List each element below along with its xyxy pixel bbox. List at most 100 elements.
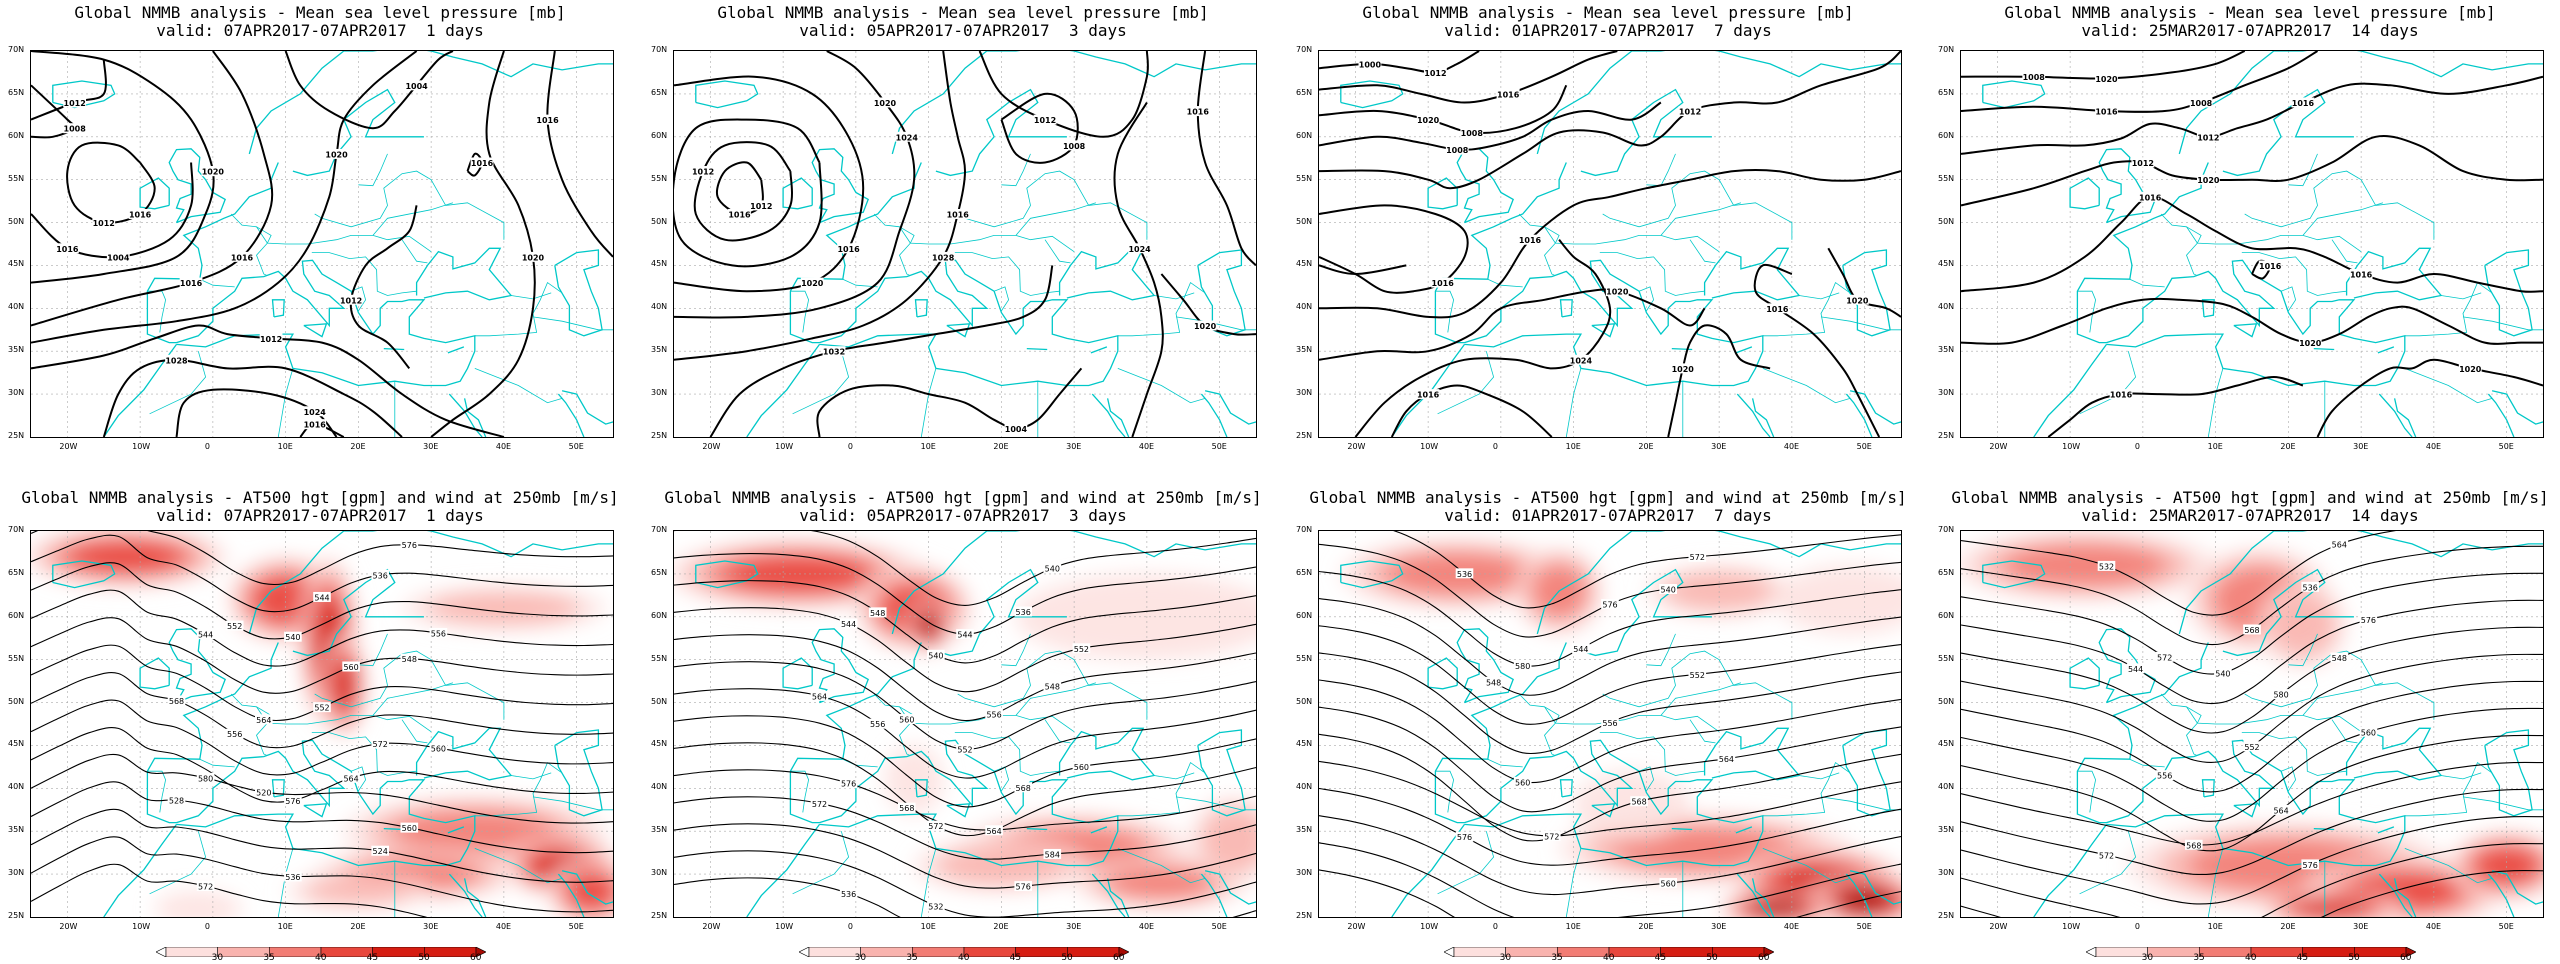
height-contour <box>674 607 1256 693</box>
contour-label: 1008 <box>1063 142 1086 151</box>
lon-tick-label: 30E <box>2353 922 2369 931</box>
contour-label: 576 <box>841 780 856 789</box>
contour-label: 1016 <box>2292 99 2315 108</box>
contour-label: 576 <box>2303 861 2318 870</box>
height-contour <box>674 769 1256 831</box>
panel-title: Global NMMB analysis - AT500 hgt [gpm] a… <box>1930 489 2560 525</box>
panel-title-line1: Global NMMB analysis - Mean sea level pr… <box>1362 3 1854 22</box>
contour-label: 576 <box>285 797 300 806</box>
colorbar-label: 50 <box>1061 953 1073 963</box>
map-panel: Global NMMB analysis - Mean sea level pr… <box>1288 0 1928 475</box>
panel-title-line1: Global NMMB analysis - AT500 hgt [gpm] a… <box>1951 488 2549 507</box>
contour-label: 568 <box>2244 626 2259 635</box>
lon-tick-label: 10W <box>2062 442 2081 451</box>
borders <box>1435 633 1901 917</box>
map-canvas: 1000100410081008101210161016102010241016… <box>1319 51 1901 437</box>
contour-label: 572 <box>1690 553 1705 562</box>
lat-tick-label: 50N <box>651 696 668 706</box>
lon-tick-label: 40E <box>2425 922 2442 931</box>
colorbar-label: 35 <box>263 953 275 963</box>
isobar <box>1113 101 1164 437</box>
height-contour <box>1961 815 2543 905</box>
lon-tick-label: 50E <box>2498 922 2514 931</box>
colorbar-label: 60 <box>2400 953 2412 963</box>
contour-labels: 536 540 544 548 552 556 560 564 520 528 524 536 572 5… <box>167 539 448 891</box>
height-contour <box>674 634 1256 722</box>
height-contour <box>674 661 1256 750</box>
lat-tick-label: 55N <box>1296 173 1313 183</box>
isobar <box>31 162 194 259</box>
lon-tick-label: 10E <box>277 442 293 451</box>
lat-tick-label: 35N <box>8 825 25 835</box>
height-contour <box>674 531 1256 606</box>
isobar <box>674 118 823 268</box>
height-contour <box>1319 679 1901 784</box>
height-contour <box>1319 570 1901 667</box>
colorbar-label: 30 <box>1499 953 1512 963</box>
colorbar-label: 60 <box>1758 953 1770 963</box>
lat-tick-label: 65N <box>1296 567 1313 577</box>
map-area: 1000100410081008101210161016102010241016… <box>1318 50 1902 438</box>
map-canvas: 536 540 544 548 552 556 560 564 568 572 576 560 572 5… <box>1319 531 1901 917</box>
lon-tick-label: 20W <box>1989 922 2008 931</box>
contour-label: 560 <box>343 663 358 672</box>
colorbar-label: 35 <box>1551 953 1563 963</box>
lon-tick-label: 20E <box>1638 442 1654 451</box>
colorbar-label: 60 <box>470 953 482 963</box>
map-panel: Global NMMB analysis - AT500 hgt [gpm] a… <box>1288 485 1928 964</box>
contour-label: 1020 <box>1606 288 1629 297</box>
lat-tick-label: 65N <box>1938 567 1955 577</box>
contour-label: 1016 <box>471 159 494 168</box>
contour-label: 536 <box>1457 570 1472 579</box>
isobar <box>31 51 274 327</box>
height-contour <box>1961 788 2543 876</box>
lat-tick-label: 65N <box>651 87 668 97</box>
lon-tick-label: 40E <box>1783 442 1800 451</box>
contour-label: 1016 <box>2350 271 2373 280</box>
lat-tick-label: 35N <box>1938 345 1955 355</box>
lat-tick-label: 50N <box>1938 216 1955 226</box>
contour-label: 544 <box>314 593 329 602</box>
isobar <box>430 51 536 437</box>
lon-tick-label: 30E <box>2353 442 2369 451</box>
contour-label: 1016 <box>2110 391 2133 400</box>
lat-tick-label: 45N <box>1938 739 1955 749</box>
contour-label: 536 <box>2303 583 2318 592</box>
colorbar-label: 50 <box>2348 953 2360 963</box>
contour-labels: 1016 1004 1008 1016 1020 1012 1028 1024 1016 1020… <box>55 80 559 430</box>
height-contour <box>1961 761 2543 846</box>
contour-label: 1016 <box>1497 90 1520 99</box>
contours <box>1961 51 2543 437</box>
lat-tick-label: 45N <box>1296 739 1313 749</box>
lon-tick-label: 30E <box>423 442 439 451</box>
jet-speed-area <box>2002 543 2167 587</box>
lon-tick-label: 30E <box>1711 442 1727 451</box>
lon-tick-label: 0 <box>1492 442 1498 451</box>
panel-title-line2: valid: 25MAR2017-07APR2017 14 days <box>2081 21 2419 40</box>
contour-label: 556 <box>431 629 446 638</box>
height-contour <box>674 823 1256 889</box>
map-panel: Global NMMB analysis - AT500 hgt [gpm] a… <box>1930 485 2560 964</box>
panel-title: Global NMMB analysis - Mean sea level pr… <box>1288 4 1928 40</box>
contour-label: 1016 <box>129 210 152 219</box>
isobar <box>674 51 967 361</box>
contours <box>31 531 613 917</box>
jet-speed-area <box>2270 593 2336 658</box>
contour-label: 1012 <box>1034 116 1056 125</box>
height-contour <box>31 836 613 913</box>
colorbar-label: 50 <box>418 953 430 963</box>
map-area: 536 540 544 548 552 556 560 564 520 528 524 536 572 5… <box>30 530 614 918</box>
contour-label: 1020 <box>2197 176 2220 185</box>
contour-label: 544 <box>1573 645 1588 654</box>
lon-tick-label: 10E <box>920 922 936 931</box>
contour-labels: 1008 1008 1012 1012 1016 1020 1016 1020 1016 1020… <box>2022 71 2482 400</box>
coastlines <box>52 51 613 437</box>
lon-tick-label: 40E <box>1138 442 1155 451</box>
height-contour <box>674 580 1256 664</box>
lon-tick-label: 50E <box>568 442 584 451</box>
lon-tick-label: 0 <box>2134 442 2140 451</box>
contour-label: 560 <box>899 716 914 725</box>
lon-tick-label: 50E <box>2498 442 2514 451</box>
contour-labels: 536 540 544 548 552 556 560 564 568 572 576 560 572 5… <box>1455 551 1736 889</box>
lon-tick-label: 20E <box>993 922 1009 931</box>
